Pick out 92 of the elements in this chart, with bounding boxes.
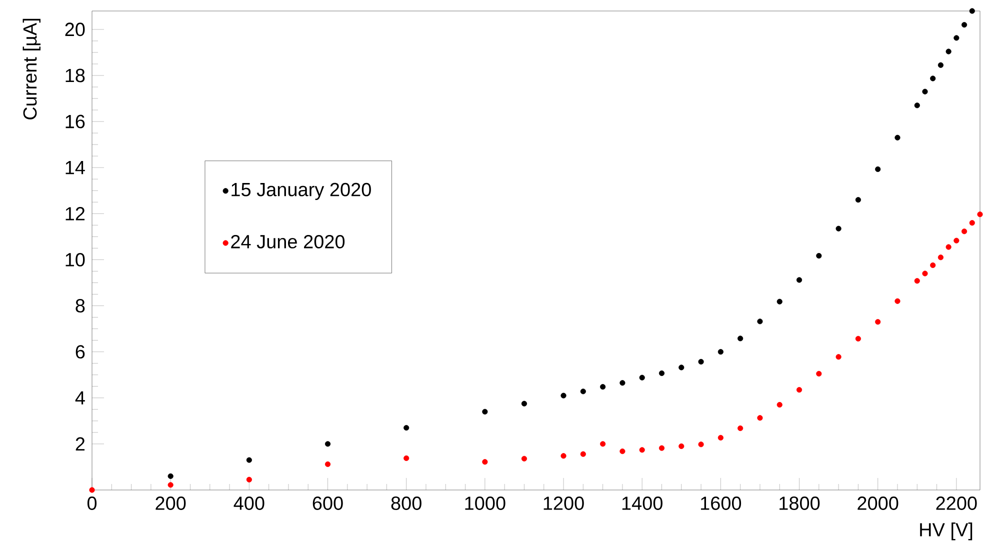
point (776, 299, 782, 305)
point (954, 238, 960, 244)
point (776, 402, 782, 408)
point (600, 384, 606, 390)
point (930, 262, 936, 268)
point (678, 364, 684, 370)
y-tick-label: 12 (66, 207, 85, 220)
point (482, 409, 488, 415)
point (718, 349, 724, 355)
x-tick-label: 400 (234, 496, 264, 510)
x-tick-label: 1200 (544, 496, 584, 510)
point (521, 401, 528, 407)
point (816, 371, 822, 377)
point (914, 102, 920, 108)
legend-label: 24 June 2020 (231, 235, 345, 249)
point (168, 474, 174, 480)
point (324, 462, 331, 468)
point (930, 76, 936, 82)
y-tick-label: 18 (66, 68, 85, 82)
point (738, 426, 744, 432)
point (894, 298, 900, 304)
x-tick-label: 2200 (936, 496, 977, 510)
point (698, 442, 704, 448)
point (521, 456, 528, 462)
point (639, 375, 645, 381)
point (938, 254, 944, 260)
point (580, 451, 586, 458)
point (796, 387, 802, 393)
point (560, 392, 566, 399)
x-tick-label: 800 (391, 496, 422, 510)
point (796, 277, 802, 283)
y-tick-label: 4 (75, 392, 85, 405)
point (855, 197, 861, 203)
x-tick-label: 1400 (622, 496, 662, 510)
point (875, 319, 881, 325)
point (658, 445, 665, 452)
x-tick-label: 0 (87, 496, 97, 510)
x-tick-label: 1600 (700, 496, 742, 510)
y-tick-label: 20 (65, 22, 85, 36)
y-tick-label: 8 (76, 299, 85, 313)
y-tick-label: 10 (66, 253, 85, 267)
point (977, 212, 983, 218)
point (914, 278, 920, 284)
point (168, 482, 174, 488)
point (757, 415, 763, 421)
y-axis-title: Current [µA] (22, 19, 40, 120)
point (580, 388, 586, 394)
point (894, 135, 900, 141)
point (922, 89, 928, 95)
point (946, 244, 952, 250)
point (946, 48, 952, 55)
x-tick-label: 2000 (858, 496, 898, 510)
point (738, 336, 744, 342)
point (404, 456, 410, 462)
point (560, 453, 566, 459)
point (855, 336, 861, 342)
point (836, 226, 842, 232)
y-tick-label: 6 (76, 345, 85, 359)
x-axis-title: HV [V] (920, 522, 972, 540)
point (961, 22, 968, 28)
legend-label: 15 January 2020 (232, 183, 371, 200)
point (620, 448, 626, 454)
point (89, 487, 95, 494)
point (620, 380, 626, 386)
point (678, 444, 684, 450)
point (961, 228, 968, 234)
x-tick-label: 1800 (780, 496, 820, 510)
point (246, 477, 252, 483)
point (246, 457, 252, 464)
point (718, 435, 724, 441)
point (757, 318, 763, 324)
point (600, 441, 606, 447)
point (482, 459, 488, 465)
y-tick-label: 16 (66, 115, 85, 128)
y-tick-label: 14 (66, 161, 85, 174)
point (698, 359, 704, 365)
point (658, 370, 665, 376)
y-tick-label: 2 (76, 438, 85, 451)
point (836, 354, 842, 360)
point (404, 425, 410, 431)
point (938, 62, 944, 68)
point (639, 447, 645, 453)
point (969, 220, 975, 226)
point (954, 35, 960, 41)
point (324, 441, 331, 447)
x-tick-label: 600 (312, 496, 343, 510)
x-tick-label: 1000 (465, 496, 506, 510)
point (969, 8, 975, 14)
x-tick-label: 200 (156, 496, 186, 510)
point (816, 253, 822, 259)
point (922, 270, 928, 277)
point (875, 166, 881, 172)
